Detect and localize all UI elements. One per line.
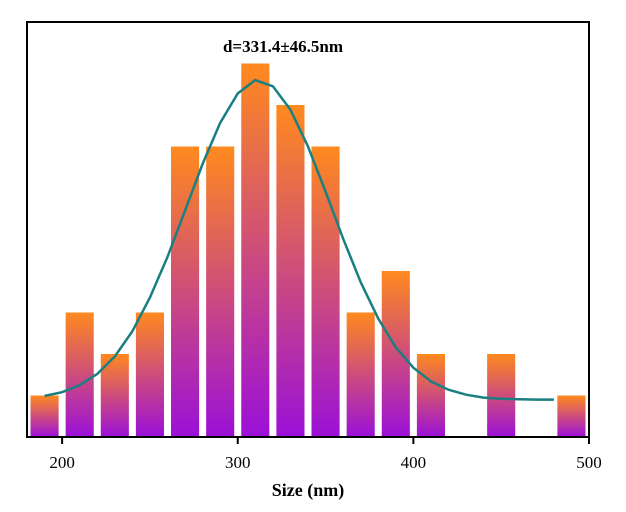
- bar: [65, 312, 94, 437]
- plot-frame: [26, 21, 590, 438]
- bar: [171, 146, 200, 437]
- x-tick-label: 200: [49, 453, 75, 472]
- fit-curve: [44, 78, 554, 401]
- bar: [135, 312, 164, 437]
- bar: [487, 354, 516, 437]
- bar: [241, 63, 270, 437]
- bar: [557, 395, 586, 437]
- bar: [206, 146, 235, 437]
- x-tick-label: 400: [401, 453, 427, 472]
- x-tick-label: 300: [225, 453, 251, 472]
- bar: [100, 354, 129, 437]
- bar: [416, 354, 445, 437]
- x-axis-label: Size (nm): [272, 480, 344, 501]
- bar: [381, 271, 410, 437]
- bar: [276, 105, 305, 437]
- bar: [30, 395, 59, 437]
- x-tick-label: 500: [576, 453, 602, 472]
- bar: [346, 312, 375, 437]
- annotation: d=331.4±46.5nm: [223, 37, 343, 56]
